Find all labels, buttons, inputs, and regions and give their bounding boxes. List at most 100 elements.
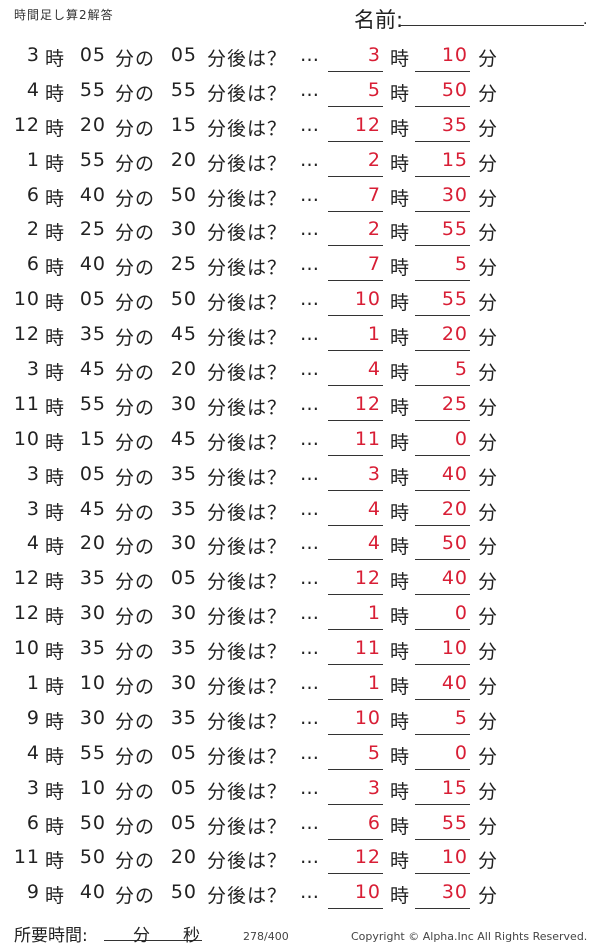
answer-hour-underline: [328, 280, 383, 282]
ellipsis: …: [300, 741, 320, 764]
answer-minute-underline: [415, 419, 470, 421]
seconds-label: 秒: [183, 926, 200, 946]
answer-hour-underline: [328, 768, 383, 770]
added-minutes: 50: [170, 288, 197, 311]
hour-unit-label: 時: [45, 82, 66, 105]
answer-minute: 40: [441, 462, 468, 485]
ellipsis: …: [300, 44, 320, 66]
answer-minute-unit-label: 分: [478, 780, 499, 803]
minute-of-label: 分の: [115, 885, 156, 908]
start-hour: 11: [13, 846, 40, 869]
answer-minute-unit-label: 分: [478, 396, 499, 419]
minutes-later-label: 分後は？: [207, 257, 288, 280]
problem-row: 3 時 45 分の 35 分後は？… 4 時 20 分: [0, 492, 600, 527]
answer-hour-underline: [328, 105, 383, 107]
start-minute: 40: [79, 183, 106, 206]
start-minute: 10: [79, 672, 106, 695]
answer-minute-unit-label: 分: [478, 606, 499, 629]
answer-minute: 55: [441, 288, 468, 311]
answer-minute: 0: [454, 427, 468, 450]
answer-minute-underline: [415, 664, 470, 666]
answer-minute-unit-label: 分: [478, 536, 499, 559]
added-minutes: 35: [170, 462, 197, 485]
answer-hour: 10: [354, 881, 381, 904]
answer-hour: 5: [367, 741, 381, 764]
hour-unit-label: 時: [45, 885, 66, 908]
answer-minute-underline: [415, 629, 470, 631]
answer-hour: 4: [367, 497, 381, 520]
answer-minute-unit-label: 分: [478, 501, 499, 524]
answer-minute-unit-label: 分: [478, 431, 499, 454]
added-minutes: 20: [170, 846, 197, 869]
answer-hour-unit-label: 時: [390, 187, 411, 210]
answer-minute-underline: [415, 489, 470, 491]
added-minutes: 15: [170, 113, 197, 136]
problem-row: 10 時 15 分の 45 分後は？… 11 時 0 分: [0, 422, 600, 457]
hour-unit-label: 時: [45, 815, 66, 838]
answer-hour-underline: [328, 71, 383, 72]
start-hour: 6: [26, 183, 40, 206]
answer-hour-underline: [328, 210, 383, 212]
problem-row: 12 時 35 分の 45 分後は？… 1 時 20 分: [0, 317, 600, 352]
problem-list: 3 時 05 分の 05 分後は？… 3 時 10 分 4 時 55 分の 55 分後は？… 5 時 50 分 12 時 2…: [0, 38, 600, 910]
start-minute: 15: [79, 427, 106, 450]
added-minutes: 30: [170, 602, 197, 625]
name-label: 名前:: [354, 8, 404, 32]
minute-of-label: 分の: [115, 362, 156, 385]
answer-hour: 1: [367, 672, 381, 695]
added-minutes: 30: [170, 532, 197, 555]
minutes-later-label: 分後は？: [207, 501, 288, 524]
page-number: 278/400: [243, 930, 289, 943]
answer-hour: 6: [367, 811, 381, 834]
hour-unit-label: 時: [45, 327, 66, 350]
hour-unit-label: 時: [45, 187, 66, 210]
start-minute: 05: [79, 288, 106, 311]
answer-hour: 4: [367, 358, 381, 381]
minutes-later-label: 分後は？: [207, 152, 288, 175]
ellipsis: …: [300, 113, 320, 136]
start-minute: 45: [79, 358, 106, 381]
problem-row: 4 時 55 分の 05 分後は？… 5 時 0 分: [0, 736, 600, 771]
minutes-later-label: 分後は？: [207, 710, 288, 733]
hour-unit-label: 時: [45, 571, 66, 594]
start-hour: 12: [13, 602, 40, 625]
hour-unit-label: 時: [45, 710, 66, 733]
minutes-later-label: 分後は？: [207, 82, 288, 105]
ellipsis: …: [300, 881, 320, 904]
start-hour: 12: [13, 113, 40, 136]
minute-of-label: 分の: [115, 48, 156, 70]
answer-hour-unit-label: 時: [390, 431, 411, 454]
added-minutes: 05: [170, 741, 197, 764]
time-required-field[interactable]: [104, 940, 202, 941]
added-minutes: 45: [170, 323, 197, 346]
minutes-later-label: 分後は？: [207, 327, 288, 350]
start-hour: 4: [26, 532, 40, 555]
answer-hour-unit-label: 時: [390, 885, 411, 908]
answer-hour-unit-label: 時: [390, 222, 411, 245]
answer-hour: 7: [367, 253, 381, 276]
start-hour: 3: [26, 776, 40, 799]
ellipsis: …: [300, 218, 320, 241]
added-minutes: 05: [170, 567, 197, 590]
answer-minute-unit-label: 分: [478, 815, 499, 838]
minutes-later-label: 分後は？: [207, 362, 288, 385]
answer-hour: 5: [367, 78, 381, 101]
start-minute: 35: [79, 323, 106, 346]
answer-minute-underline: [415, 105, 470, 107]
start-minute: 30: [79, 706, 106, 729]
problem-row: 9 時 30 分の 35 分後は？… 10 時 5 分: [0, 701, 600, 736]
start-minute: 35: [79, 637, 106, 660]
answer-hour-underline: [328, 350, 383, 352]
problem-row: 12 時 20 分の 15 分後は？… 12 時 35 分: [0, 108, 600, 143]
start-minute: 30: [79, 602, 106, 625]
answer-hour-underline: [328, 489, 383, 491]
minute-of-label: 分の: [115, 292, 156, 315]
answer-hour-underline: [328, 838, 383, 840]
answer-hour: 11: [354, 427, 381, 450]
hour-unit-label: 時: [45, 641, 66, 664]
start-hour: 6: [26, 253, 40, 276]
minute-of-label: 分の: [115, 396, 156, 419]
hour-unit-label: 時: [45, 780, 66, 803]
name-field[interactable]: [400, 25, 584, 26]
minute-of-label: 分の: [115, 466, 156, 489]
